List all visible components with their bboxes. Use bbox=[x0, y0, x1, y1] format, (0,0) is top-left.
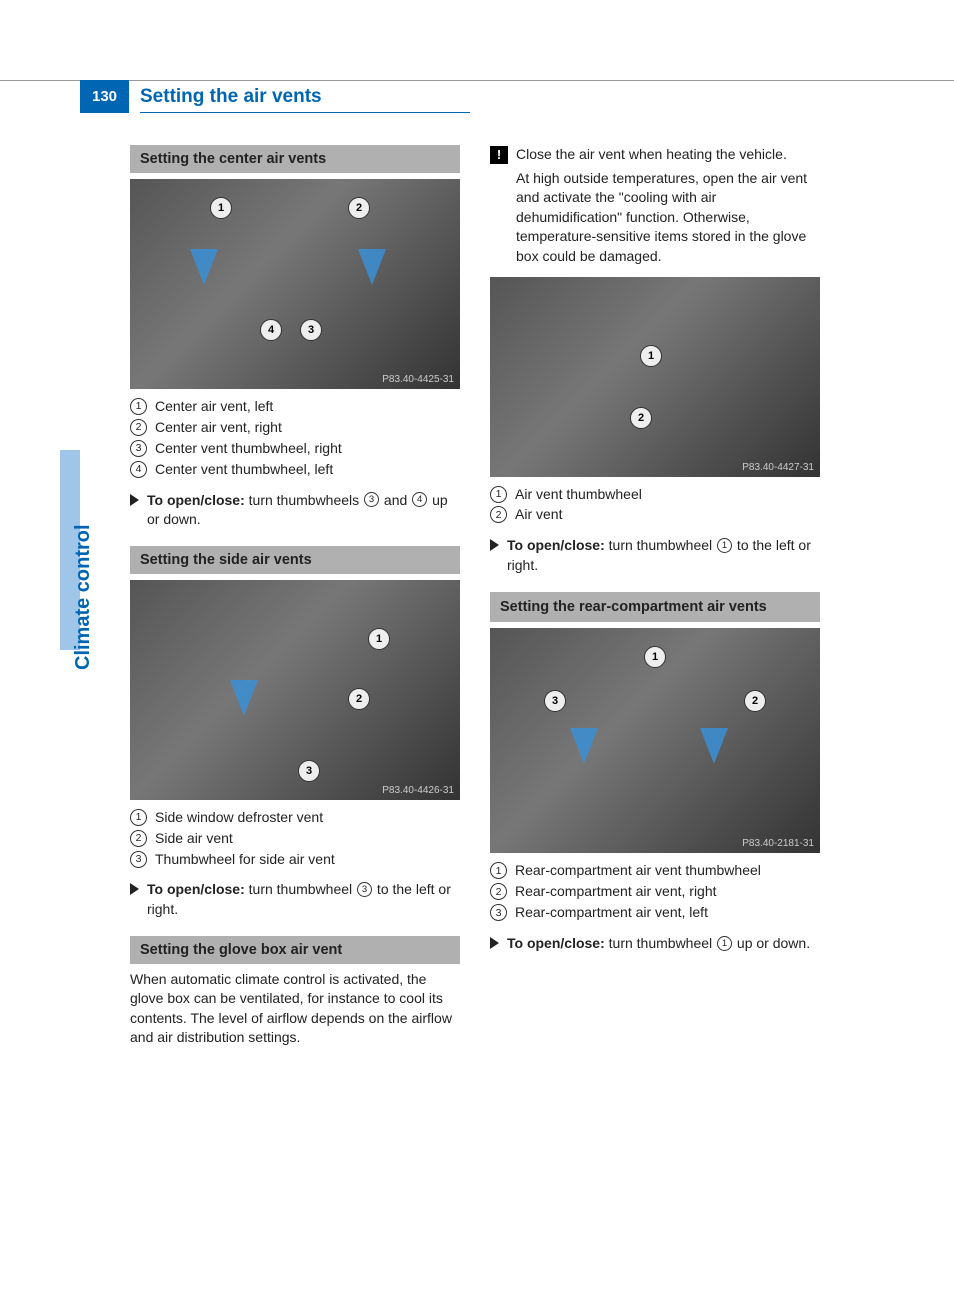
legend-num: 2 bbox=[130, 419, 147, 436]
right-column: ! Close the air vent when heating the ve… bbox=[490, 145, 820, 970]
triangle-icon bbox=[490, 539, 499, 551]
legend-glove: 1Air vent thumbwheel 2Air vent bbox=[490, 485, 820, 525]
legend-rear: 1Rear-compartment air vent thumbwheel 2R… bbox=[490, 861, 820, 922]
instruction-rear: To open/close: turn thumbwheel 1 up or d… bbox=[490, 934, 820, 954]
legend-side: 1Side window defroster vent 2Side air ve… bbox=[130, 808, 460, 869]
legend-center: 1 Center air vent, left 2 Center air vent,… bbox=[130, 397, 460, 479]
instruction-side: To open/close: turn thumbwheel 3 to the … bbox=[130, 880, 460, 919]
top-rule bbox=[0, 80, 954, 81]
triangle-icon bbox=[130, 494, 139, 506]
image-tag: P83.40-2181-31 bbox=[742, 838, 814, 849]
image-side-vents: 1 2 3 P83.40-4426-31 bbox=[130, 580, 460, 800]
image-glove-vent: 1 2 P83.40-4427-31 bbox=[490, 277, 820, 477]
title-underline bbox=[140, 112, 470, 113]
image-tag: P83.40-4427-31 bbox=[742, 462, 814, 473]
legend-text: Center air vent, right bbox=[155, 418, 282, 437]
warning-detail: At high outside temperatures, open the a… bbox=[516, 169, 820, 267]
legend-text: Center vent thumbwheel, left bbox=[155, 460, 333, 479]
section-header-center: Setting the center air vents bbox=[130, 145, 460, 173]
page-title: Setting the air vents bbox=[140, 86, 322, 108]
glove-paragraph: When automatic climate control is activa… bbox=[130, 970, 460, 1048]
instruction-center: To open/close: turn thumbwheels 3 and 4 … bbox=[130, 491, 460, 530]
triangle-icon bbox=[130, 883, 139, 895]
instruction-glove: To open/close: turn thumbwheel 1 to the … bbox=[490, 536, 820, 575]
section-header-glove: Setting the glove box air vent bbox=[130, 936, 460, 964]
image-tag: P83.40-4425-31 bbox=[382, 374, 454, 385]
triangle-icon bbox=[490, 937, 499, 949]
legend-num: 1 bbox=[130, 398, 147, 415]
warning-note: ! Close the air vent when heating the ve… bbox=[490, 145, 820, 165]
legend-num: 3 bbox=[130, 440, 147, 457]
section-header-side: Setting the side air vents bbox=[130, 546, 460, 574]
legend-text: Center vent thumbwheel, right bbox=[155, 439, 342, 458]
left-column: Setting the center air vents 1 2 3 4 P83… bbox=[130, 145, 460, 1058]
page-number: 130 bbox=[80, 80, 129, 113]
legend-num: 4 bbox=[130, 461, 147, 478]
section-header-rear: Setting the rear-compartment air vents bbox=[490, 592, 820, 623]
warning-icon: ! bbox=[490, 146, 508, 164]
side-label: Climate control bbox=[72, 524, 95, 670]
image-center-vents: 1 2 3 4 P83.40-4425-31 bbox=[130, 179, 460, 389]
image-rear-vents: 1 3 2 P83.40-2181-31 bbox=[490, 628, 820, 853]
image-tag: P83.40-4426-31 bbox=[382, 785, 454, 796]
legend-text: Center air vent, left bbox=[155, 397, 273, 416]
